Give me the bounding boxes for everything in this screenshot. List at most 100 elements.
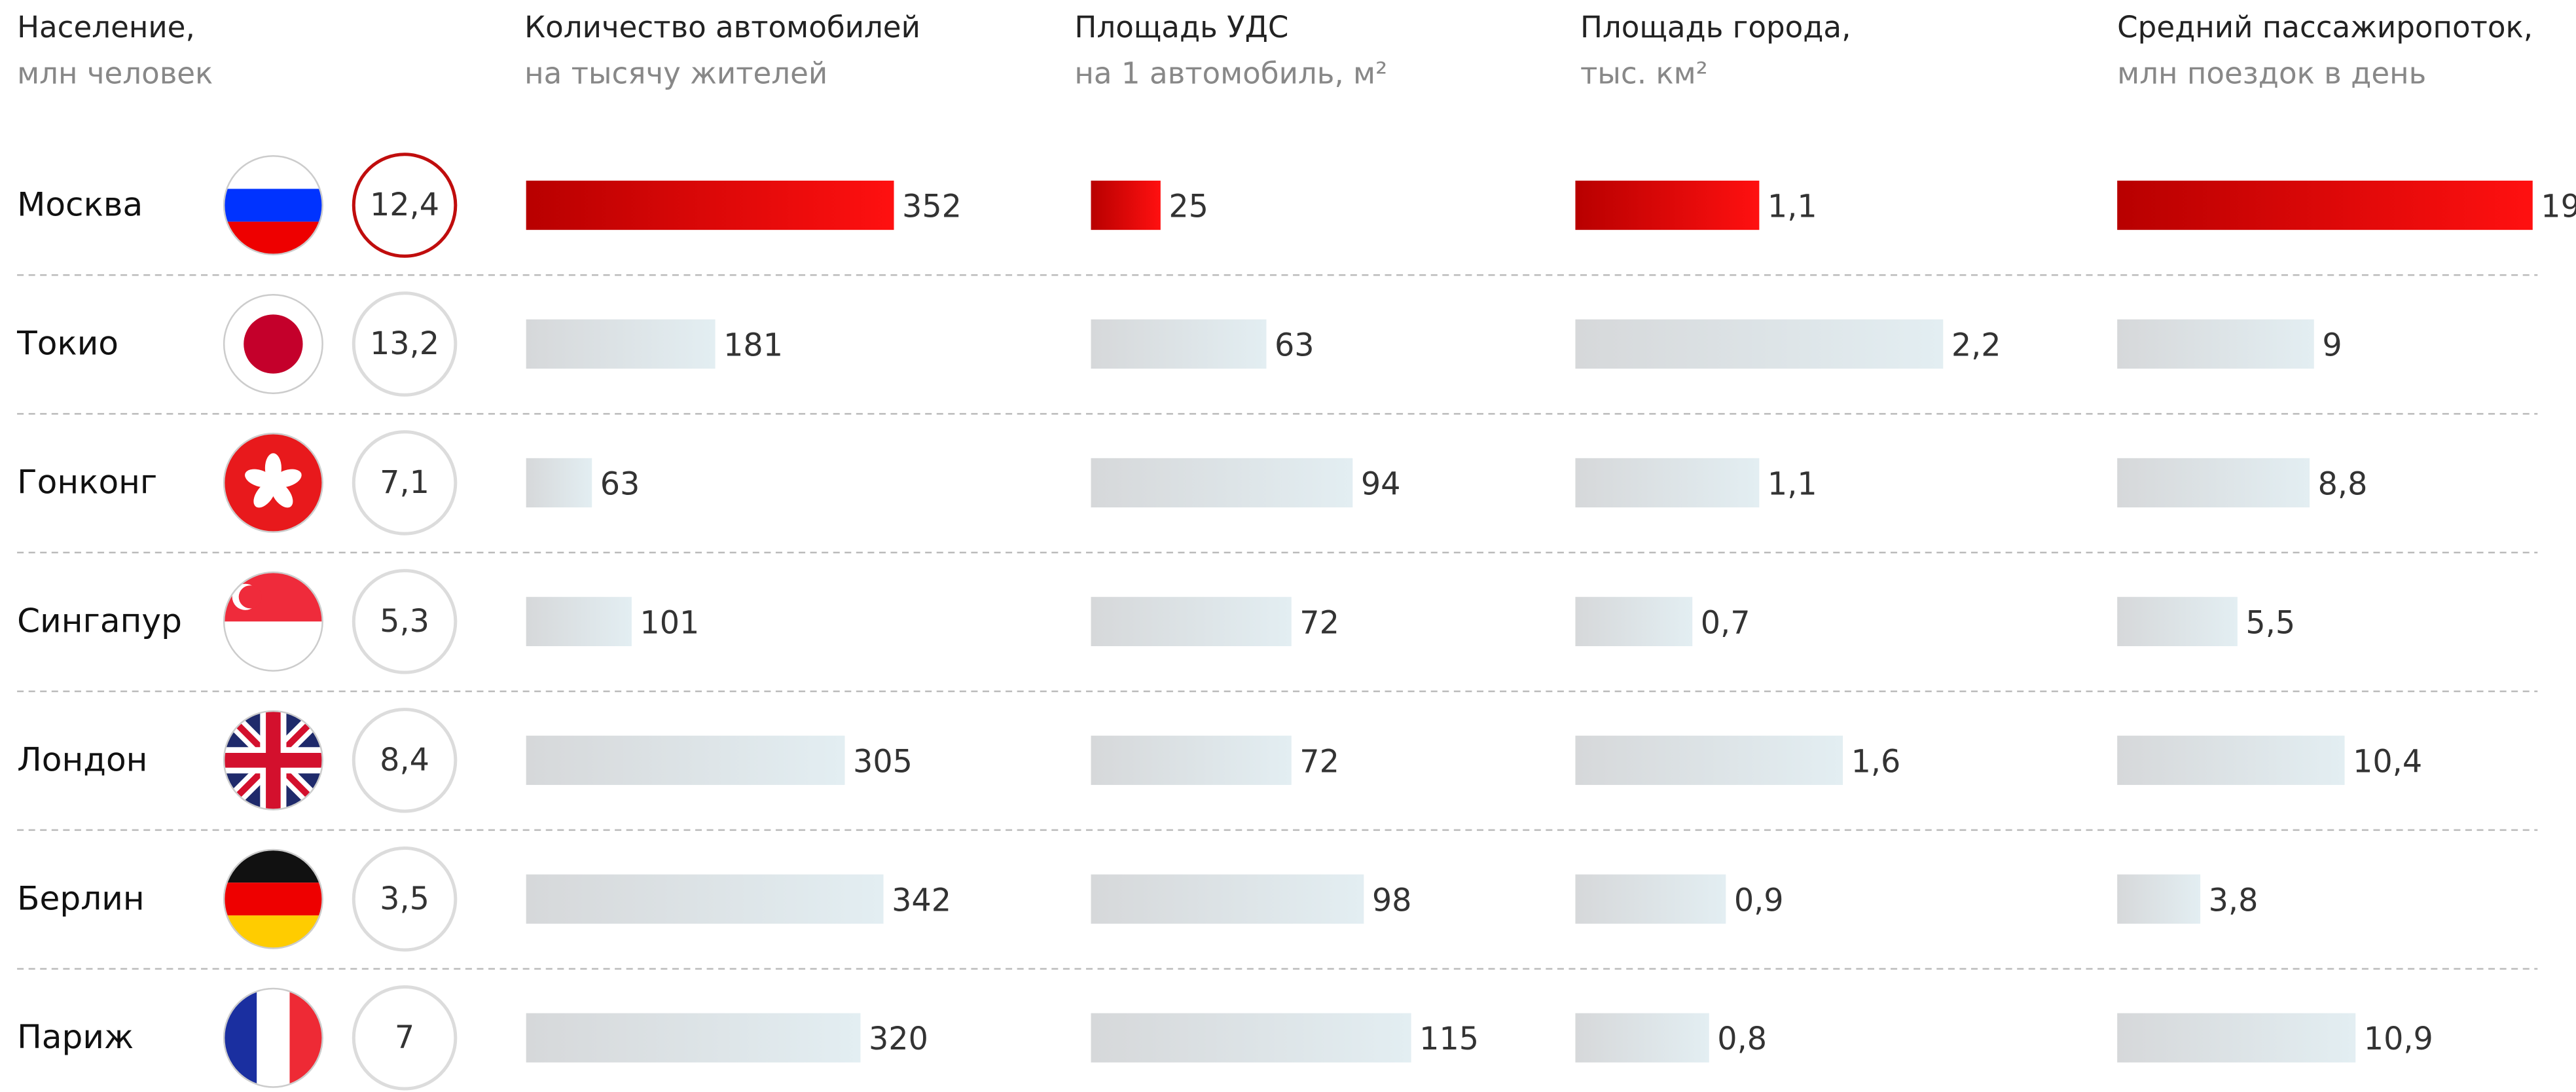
population-circle <box>352 153 458 258</box>
bar <box>1091 180 1161 230</box>
stripe <box>224 988 257 1087</box>
bar <box>526 180 894 230</box>
bar <box>1575 319 1944 369</box>
bar <box>2117 874 2201 924</box>
city-name: Москва <box>17 185 143 224</box>
value-label: 63 <box>1275 327 1315 363</box>
moon <box>238 585 262 609</box>
petal <box>270 481 293 508</box>
column-title: Площадь города, <box>1580 10 1851 45</box>
column-subtitle: млн поездок в день <box>2117 56 2426 90</box>
value-label: 115 <box>1419 1021 1479 1057</box>
field <box>224 621 323 671</box>
value-label: 320 <box>869 1021 928 1057</box>
value-label: 94 <box>1361 466 1401 502</box>
bar <box>2117 735 2345 785</box>
bar <box>1091 319 1267 369</box>
bar <box>1575 735 1843 785</box>
flag <box>224 433 323 532</box>
bar <box>1091 735 1292 785</box>
value-label: 10,9 <box>2364 1021 2433 1057</box>
city-name: Гонконг <box>17 462 157 501</box>
bar <box>2117 180 2533 230</box>
column-title: Население, <box>17 10 195 45</box>
bar <box>2117 458 2310 508</box>
value-label: 19 <box>2541 189 2576 225</box>
bar <box>2117 596 2238 647</box>
bar <box>1091 874 1364 924</box>
bar <box>2117 319 2314 369</box>
city-name: Сингапур <box>17 601 182 640</box>
petal <box>245 469 274 488</box>
flag <box>224 711 323 810</box>
value-label: 63 <box>600 466 640 502</box>
flag-border <box>223 155 323 256</box>
bar <box>1091 458 1353 508</box>
column-title: Площадь УДС <box>1074 10 1288 45</box>
bar <box>526 735 845 785</box>
city-name: Токио <box>16 323 118 362</box>
value-label: 342 <box>892 883 951 919</box>
stripe <box>224 189 323 222</box>
column-subtitle: на 1 автомобиль, м² <box>1074 56 1387 90</box>
bar <box>1575 458 1760 508</box>
bar <box>1575 1013 1709 1063</box>
population-circle <box>352 291 458 397</box>
city-name: Лондон <box>17 740 147 778</box>
value-label: 72 <box>1299 605 1339 641</box>
city-name: Париж <box>17 1017 134 1056</box>
cross <box>224 711 323 810</box>
column-subtitle: млн человек <box>17 56 213 90</box>
population-label: 3,5 <box>380 881 429 917</box>
flag-border <box>223 571 323 672</box>
population-circle <box>352 985 458 1091</box>
bar <box>526 596 632 647</box>
city-name: Берлин <box>17 879 145 917</box>
value-label: 72 <box>1299 744 1339 780</box>
sun <box>244 314 303 374</box>
population-label: 7,1 <box>380 465 429 501</box>
value-label: 5,5 <box>2245 605 2295 641</box>
value-label: 98 <box>1372 883 1412 919</box>
bar <box>526 874 884 924</box>
stripe <box>224 883 323 916</box>
value-label: 0,7 <box>1701 605 1751 641</box>
population-label: 5,3 <box>380 604 429 640</box>
value-label: 352 <box>902 189 962 225</box>
bar <box>526 1013 861 1063</box>
flag-border <box>223 710 323 810</box>
value-label: 9 <box>2322 327 2342 363</box>
bar <box>526 458 592 508</box>
column-subtitle: на тысячу жителей <box>524 56 827 90</box>
population-label: 7 <box>395 1020 414 1056</box>
population-circle <box>352 430 458 536</box>
value-label: 8,8 <box>2318 466 2368 502</box>
flag <box>224 295 323 393</box>
value-label: 3,8 <box>2209 883 2259 919</box>
value-label: 1,1 <box>1768 466 1817 502</box>
value-label: 1,1 <box>1768 189 1817 225</box>
stripe <box>224 915 323 949</box>
stripe <box>224 850 323 883</box>
bar <box>1091 596 1292 647</box>
population-label: 12,4 <box>370 187 439 223</box>
stripe <box>289 988 323 1087</box>
bar <box>2117 1013 2356 1063</box>
population-label: 8,4 <box>380 742 429 778</box>
stripe <box>224 221 323 255</box>
value-label: 0,9 <box>1734 883 1784 919</box>
value-label: 101 <box>640 605 699 641</box>
population-circle <box>352 846 458 952</box>
value-label: 1,6 <box>1851 744 1901 780</box>
column-title: Средний пассажиропоток, <box>2117 10 2533 45</box>
flag-border <box>223 293 323 394</box>
stripe <box>224 156 323 189</box>
flag-border <box>223 987 323 1088</box>
value-label: 0,8 <box>1717 1021 1767 1057</box>
value-label: 25 <box>1169 189 1208 225</box>
value-label: 10,4 <box>2353 744 2422 780</box>
bar <box>1575 180 1760 230</box>
flag-border <box>223 848 323 949</box>
column-subtitle: тыс. км² <box>1580 56 1708 90</box>
